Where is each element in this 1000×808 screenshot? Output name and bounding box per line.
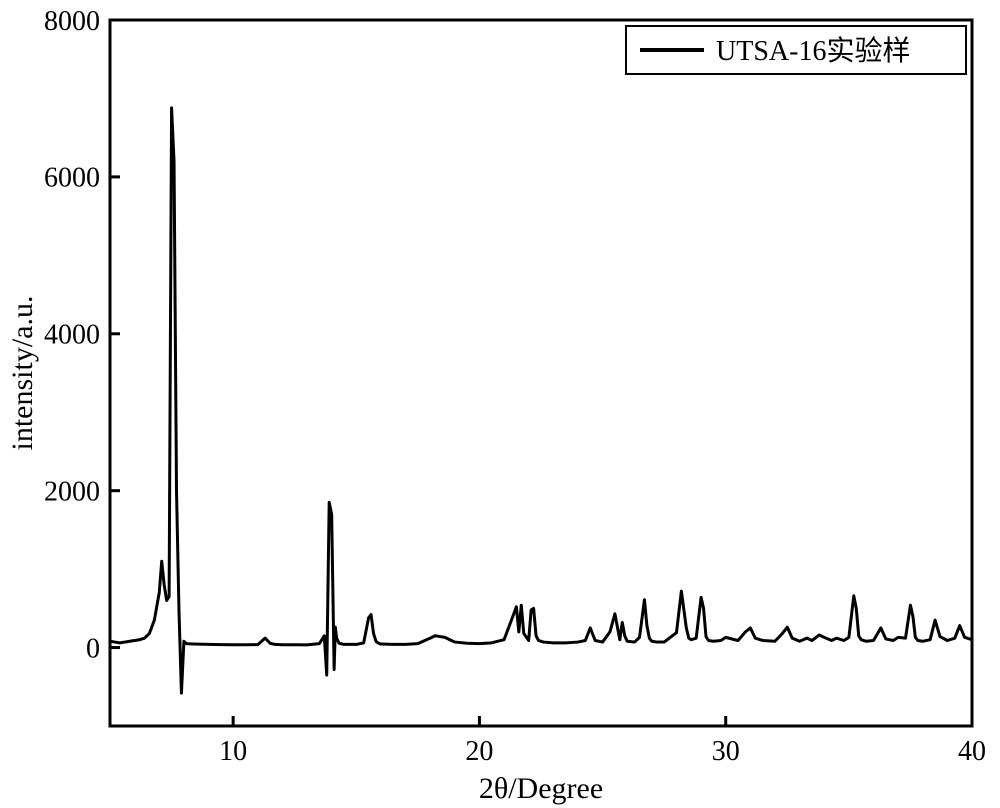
y-tick-label: 0	[86, 633, 100, 664]
xrd-chart: 10 20 30 40 0 2000 4000 6000 8000 2θ/Degree intens…	[0, 0, 1000, 808]
y-tick-label: 2000	[44, 476, 100, 507]
legend-label: UTSA-16实验样	[716, 35, 910, 67]
y-tick-label: 4000	[44, 320, 100, 351]
y-tick-label: 6000	[44, 163, 100, 194]
legend: UTSA-16实验样	[626, 26, 966, 74]
x-axis-label: 2θ/Degree	[479, 772, 603, 805]
x-tick-label: 30	[712, 736, 740, 767]
y-axis-label: intensity/a.u.	[6, 296, 39, 451]
y-tick-label: 8000	[44, 6, 100, 37]
x-tick-label: 20	[465, 736, 493, 767]
x-tick-label: 40	[958, 736, 986, 767]
x-tick-label: 10	[219, 736, 247, 767]
